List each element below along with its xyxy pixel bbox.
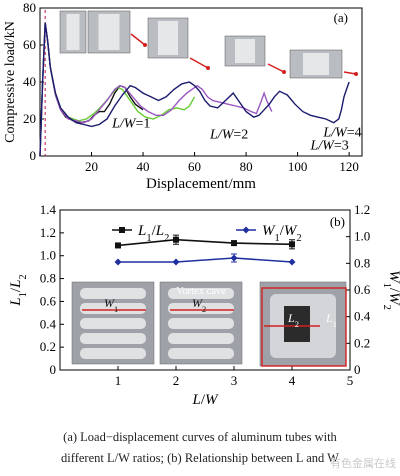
- y-left-tick-label: 1.0: [40, 248, 56, 263]
- watermark: 有色金属在线: [330, 457, 396, 470]
- x-axis-label-a: Displacement/mm: [146, 176, 256, 192]
- point-l1l2: [173, 236, 179, 243]
- tube-fold: [168, 348, 234, 359]
- y-left-tick-label: 0.4: [40, 316, 57, 331]
- y-tick-label-a: 0: [30, 148, 37, 163]
- point-w1w2: [172, 258, 180, 266]
- pointer-arrow: [189, 57, 209, 69]
- y-left-tick-label: 0.8: [40, 271, 56, 286]
- tube-fold: [80, 348, 146, 359]
- y-right-tick-label: 0.2: [354, 335, 370, 350]
- y-right-tick-label: 0.4: [354, 309, 371, 324]
- y-tick-label-a: 20: [23, 111, 36, 126]
- y-left-tick-label: 0.6: [40, 293, 57, 308]
- y-right-tick-label: 0.6: [354, 282, 371, 297]
- y-right-tick-label: 1.0: [354, 229, 370, 244]
- x-tick-label-b: 5: [347, 373, 354, 388]
- y-tick-label-a: 40: [23, 74, 36, 89]
- tube-fold: [80, 303, 146, 314]
- series-line-w1w2: [118, 257, 293, 263]
- legend-label-w1w2: W1/W2: [262, 223, 302, 244]
- chart-a: 20 40 60 80 100 120 0 20 40 60 80 Displacement/mm Co…: [3, 0, 363, 192]
- tube-fold: [80, 333, 146, 344]
- series-annotation: L/W=3: [309, 139, 348, 154]
- x-tick-label-a: 100: [288, 159, 308, 174]
- pointer-arrow: [267, 63, 285, 73]
- tube-fold: [80, 288, 146, 299]
- x-tick-label-b: 1: [115, 373, 122, 388]
- tube-fold: [168, 318, 234, 329]
- point-l1l2: [231, 240, 237, 247]
- tube-photo-highlight: [235, 39, 255, 63]
- measure-frame: [261, 287, 347, 367]
- series-annotation: L/W=2: [209, 127, 248, 142]
- point-w1w2: [114, 258, 122, 266]
- tube-fold: [80, 318, 146, 329]
- x-tick-label-a: 40: [137, 159, 150, 174]
- photo-label-w2: W2: [192, 296, 206, 314]
- y-right-tick-label: 0.8: [354, 255, 370, 270]
- pointer-arrow-head: [354, 72, 358, 76]
- panel-label-b: (b): [330, 214, 345, 229]
- y-left-tick-label: 1.2: [40, 225, 56, 240]
- x-tick-label-a: 80: [240, 159, 253, 174]
- y-left-tick-label: 0: [50, 362, 57, 377]
- y-right-axis-label: W1/W2: [382, 270, 400, 310]
- photo-label-l1: L1: [325, 311, 337, 329]
- x-tick-label-b: 2: [173, 373, 180, 388]
- point-l1l2: [115, 242, 121, 249]
- series-line-lw3: [39, 22, 273, 157]
- y-axis-label-a: Compressive load/kN: [3, 21, 18, 143]
- tube-photo-highlight: [66, 14, 80, 50]
- caption-line-1: (a) Load−displacement curves of aluminum…: [63, 430, 337, 444]
- photo-label-w1: W1: [104, 296, 118, 314]
- photo-label-l2: L2: [287, 311, 299, 329]
- series-line-lw4: [39, 22, 350, 157]
- pointer-arrow: [130, 33, 146, 46]
- point-l1l2: [289, 241, 295, 248]
- y-right-tick-label: 0: [354, 362, 361, 377]
- y-left-tick-label: 1.4: [40, 202, 57, 217]
- x-axis-label-b: L/W: [191, 392, 219, 408]
- y-right-tick-label: 1.2: [354, 202, 370, 217]
- pointer-arrow-head: [282, 70, 286, 74]
- y-left-tick-label: 0.2: [40, 339, 56, 354]
- series-line-l1l2: [117, 238, 293, 247]
- pointer-arrow-head: [206, 66, 210, 70]
- y-tick-label-a: 60: [23, 37, 36, 52]
- x-tick-label-a: 60: [188, 159, 201, 174]
- tube-fold: [168, 333, 234, 344]
- tube-photo-highlight: [303, 53, 329, 75]
- tube-hole: [284, 306, 310, 342]
- x-tick-label-a: 20: [85, 159, 98, 174]
- caption-line-2: different L/W ratios; (b) Relationship b…: [61, 451, 339, 465]
- point-w1w2: [230, 254, 238, 262]
- tube-photo-highlight: [98, 14, 120, 50]
- series-annotation: L/W=4: [322, 126, 361, 141]
- x-tick-label-b: 3: [231, 373, 238, 388]
- x-tick-label-a: 120: [339, 159, 359, 174]
- pointer-arrow: [343, 71, 357, 75]
- tube-fold: [168, 303, 234, 314]
- pointer-arrow-head: [143, 43, 147, 47]
- chart-b: 1 2 3 4 500.20.40.60.81.01.21.400.20.40.60.8…: [8, 202, 400, 408]
- tube-photo-highlight: [158, 21, 178, 55]
- legend-marker-w1w2: [242, 226, 250, 234]
- point-w1w2: [288, 258, 296, 266]
- legend-marker-l1l2: [119, 227, 125, 233]
- panel-label-a: (a): [334, 10, 348, 25]
- y-tick-label-a: 80: [23, 0, 36, 15]
- x-tick-label-b: 4: [289, 373, 296, 388]
- legend-label-l1l2: L1/L2: [137, 223, 169, 244]
- photo-label-vortex-cave: Vortex cave: [176, 286, 226, 297]
- y-left-axis-label: L1/L2: [8, 274, 29, 306]
- series-annotation: L/W=1: [111, 116, 150, 131]
- tube-fold: [168, 288, 234, 299]
